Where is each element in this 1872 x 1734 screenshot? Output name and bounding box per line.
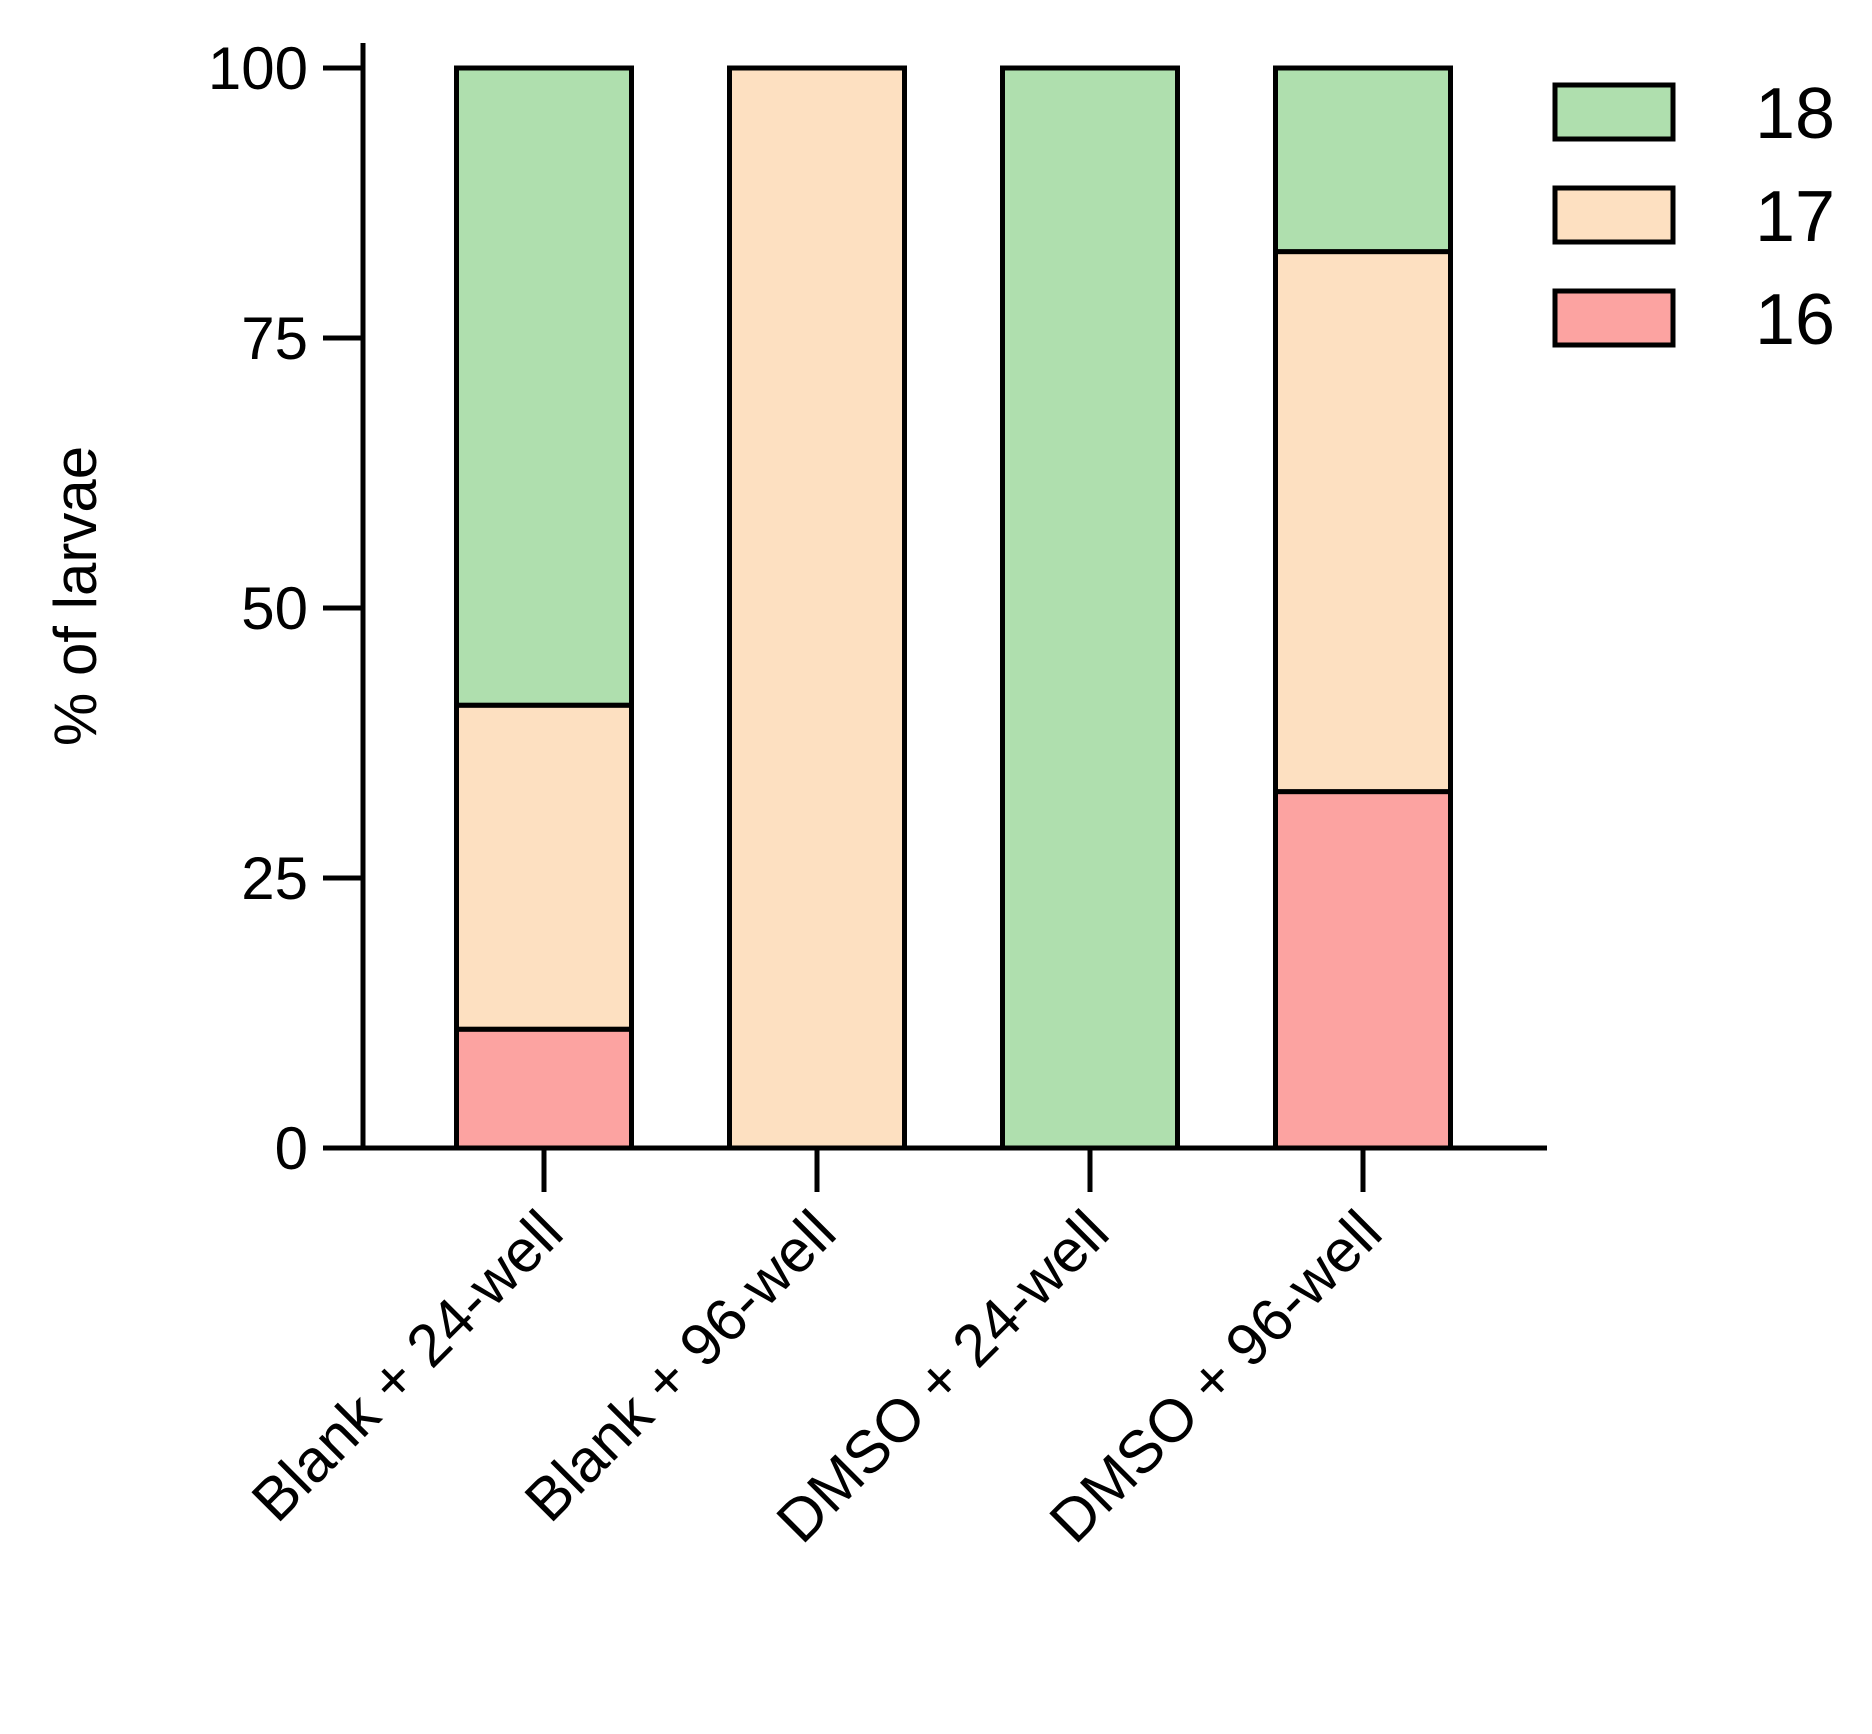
bar-segment-1-series-16: [454, 1026, 634, 1151]
legend-label-17: 17: [1755, 177, 1835, 257]
y-tick-label-0: 0: [275, 1115, 308, 1182]
legend-swatch-18: [1552, 82, 1676, 142]
y-tick-label-75: 75: [241, 305, 308, 372]
bar-segment-3-series-18: [1000, 65, 1180, 1151]
y-tick-label-100: 100: [208, 35, 308, 102]
bar-segment-1-series-18: [454, 65, 634, 708]
legend: 18 17 16: [1552, 74, 1835, 360]
bar-segment-4-series-16: [1273, 789, 1453, 1151]
bar-segment-4-series-17: [1273, 249, 1453, 795]
bar-segment-1-series-17: [454, 702, 634, 1032]
bar-segment-2-series-17: [727, 65, 907, 1151]
y-tick-label-50: 50: [241, 575, 308, 642]
bars-layer: [454, 65, 1453, 1151]
y-tick-label-25: 25: [241, 845, 308, 912]
legend-label-16: 16: [1755, 280, 1835, 360]
y-axis-title: % of larvae: [42, 446, 109, 746]
legend-swatch-17: [1552, 185, 1676, 245]
legend-swatch-16: [1552, 288, 1676, 348]
legend-label-18: 18: [1755, 74, 1835, 154]
bar-segment-4-series-18: [1273, 65, 1453, 255]
